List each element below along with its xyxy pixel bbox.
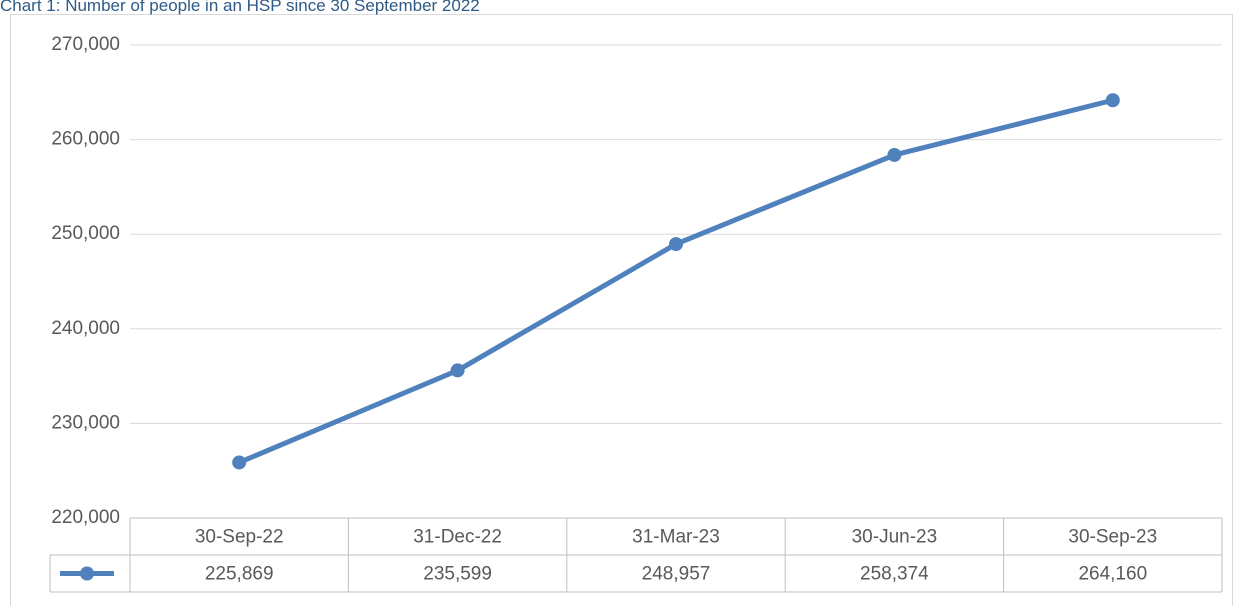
table-value: 235,599 [423, 564, 492, 585]
y-tick-label: 240,000 [51, 318, 120, 339]
x-tick-label: 30-Sep-22 [195, 527, 284, 548]
y-tick-label: 220,000 [51, 507, 120, 528]
x-tick-label: 31-Mar-23 [632, 527, 720, 548]
series-marker [232, 455, 247, 470]
table-value: 258,374 [860, 564, 929, 585]
y-tick-label: 230,000 [51, 412, 120, 433]
legend-key-marker [80, 566, 94, 581]
series-marker [450, 363, 465, 378]
chart-frame [10, 14, 1233, 606]
series-marker [1105, 93, 1120, 108]
table-value: 264,160 [1078, 564, 1147, 585]
series-marker [669, 237, 683, 252]
chart-title: Chart 1: Number of people in an HSP sinc… [0, 0, 480, 15]
series-line [236, 97, 1116, 465]
y-tick-label: 250,000 [51, 223, 120, 244]
x-tick-label: 30-Sep-23 [1068, 527, 1157, 548]
x-tick-label: 31-Dec-22 [413, 527, 502, 548]
table-value: 225,869 [205, 564, 274, 585]
x-tick-label: 30-Jun-23 [852, 527, 938, 548]
y-tick-label: 260,000 [51, 129, 120, 150]
series-marker [887, 147, 902, 162]
table-value: 248,957 [642, 564, 711, 585]
y-tick-label: 270,000 [51, 34, 120, 55]
